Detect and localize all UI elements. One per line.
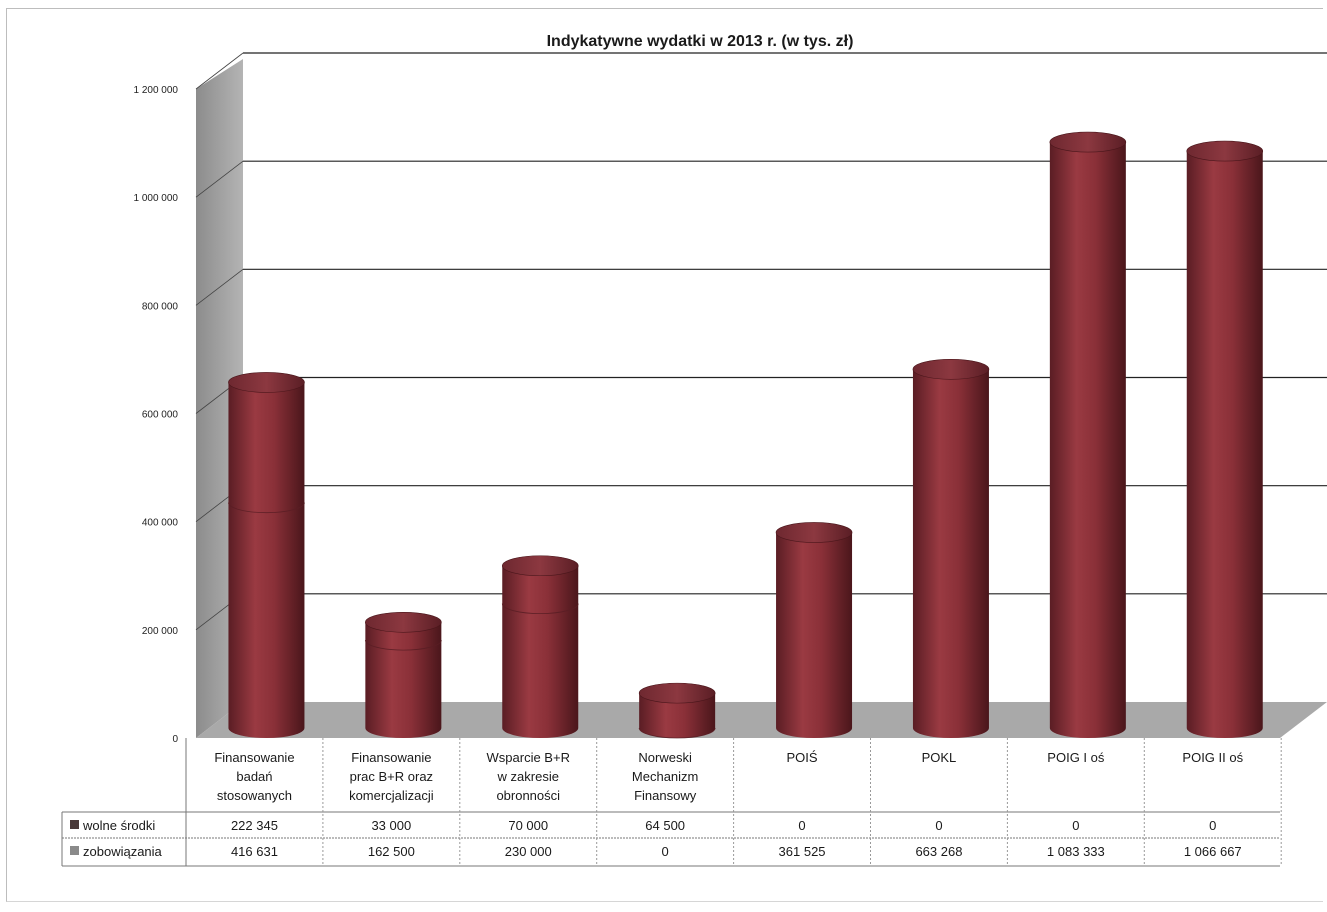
data-label: 70 000 (508, 818, 548, 833)
gridline-side (195, 160, 244, 198)
y-tick-label: 600 000 (142, 410, 179, 421)
bar-group (775, 522, 853, 738)
bar-top (228, 372, 305, 393)
data-label: 0 (662, 844, 669, 859)
legend-label: wolne środki (82, 818, 155, 833)
x-tick-label: POIG I oś (1047, 750, 1105, 765)
bar-segment-zobowiazania (1186, 151, 1263, 738)
x-tick-label: badań (236, 769, 272, 784)
x-tick-label: Wsparcie B+R (487, 750, 570, 765)
bar-group (501, 555, 579, 738)
data-label: 33 000 (371, 818, 411, 833)
data-label: 222 345 (231, 818, 278, 833)
x-tick-label: Norweski (638, 750, 692, 765)
bar-segment-seam (364, 640, 442, 651)
bar-group (638, 682, 716, 739)
bar-top (638, 682, 716, 704)
y-tick-label: 1 000 000 (134, 193, 179, 204)
data-label: 0 (1072, 818, 1079, 833)
data-label: 0 (935, 818, 942, 833)
bar-segment-zobowiazania (1049, 142, 1126, 738)
chart-title: Indykatywne wydatki w 2013 r. (w tys. zł… (547, 33, 854, 50)
bar-segment-wolne-srodki (228, 382, 305, 513)
bar-segment-seam (228, 502, 305, 514)
bar-segment-zobowiazania (912, 369, 989, 738)
bar-top (1049, 131, 1127, 153)
data-label: 663 268 (915, 844, 962, 859)
floor (196, 702, 1327, 738)
x-tick-label: stosowanych (217, 788, 292, 803)
bar-group (1049, 131, 1127, 738)
bar-segment-wolne-srodki (502, 565, 579, 614)
x-tick-label: POKL (922, 750, 957, 765)
y-tick-label: 0 (172, 734, 178, 745)
x-tick-label: obronności (496, 788, 560, 803)
bar-segment-zobowiazania (502, 603, 579, 738)
bar-segment-zobowiazania (228, 502, 305, 738)
x-tick-label: komercjalizacji (349, 788, 434, 803)
data-label: 230 000 (505, 844, 552, 859)
bar-top (365, 611, 442, 633)
bar-top (501, 555, 579, 577)
bar-segment-seam (501, 603, 579, 615)
y-tick-label: 800 000 (142, 301, 179, 312)
data-label: 361 525 (779, 844, 826, 859)
bar-top (775, 522, 853, 543)
bar-segment-zobowiazania (365, 640, 442, 738)
legend-label: zobowiązania (83, 844, 163, 859)
bar-group (1186, 140, 1264, 738)
x-tick-label: Finansowy (634, 788, 697, 803)
data-label: 1 066 667 (1184, 844, 1242, 859)
chart-frame (6, 8, 1323, 902)
data-label: 64 500 (645, 818, 685, 833)
data-label: 0 (1209, 818, 1216, 833)
bar-group (228, 372, 305, 738)
x-tick-label: POIŚ (787, 750, 818, 765)
bar-group (912, 358, 990, 738)
x-tick-label: POIG II oś (1182, 750, 1243, 765)
x-tick-label: Finansowanie (351, 750, 431, 765)
gridline-side (195, 269, 244, 306)
gridline-side (195, 52, 244, 90)
bar-top (912, 358, 990, 380)
data-label: 162 500 (368, 844, 415, 859)
data-label: 0 (798, 818, 805, 833)
legend-marker (70, 820, 79, 829)
data-label: 1 083 333 (1047, 844, 1105, 859)
x-tick-label: prac B+R oraz (350, 769, 433, 784)
bar-group (364, 611, 442, 738)
x-tick-label: w zakresie (497, 769, 559, 784)
y-tick-label: 400 000 (142, 518, 179, 529)
x-tick-label: Finansowanie (214, 750, 294, 765)
legend-marker (70, 846, 79, 855)
bar-segment-seam (638, 727, 716, 739)
data-label: 416 631 (231, 844, 278, 859)
bar-segment-wolne-srodki (639, 693, 716, 738)
y-tick-label: 200 000 (142, 626, 179, 637)
x-tick-label: Mechanizm (632, 769, 698, 784)
y-tick-label: 1 200 000 (134, 85, 179, 96)
bar-segment-zobowiazania (776, 532, 853, 738)
bar-top (1186, 140, 1264, 162)
